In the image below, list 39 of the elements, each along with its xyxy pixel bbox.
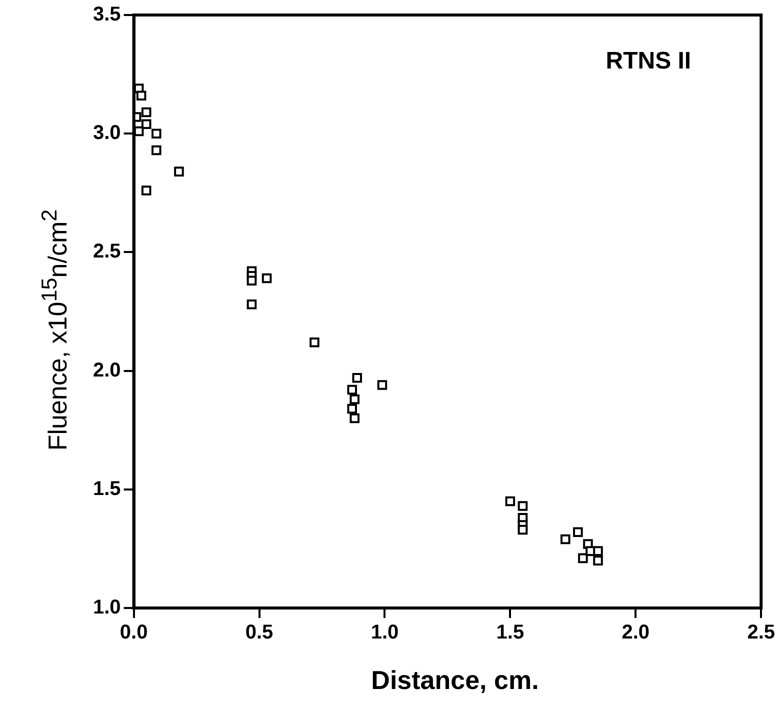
point: [350, 394, 360, 404]
point: [593, 556, 603, 566]
y-tick-label: 1.0: [92, 596, 121, 619]
x-tick-label: 1.5: [496, 622, 524, 644]
point: [174, 166, 184, 176]
x-tick-label: 2.0: [622, 622, 650, 644]
point: [350, 413, 360, 424]
y-tick-label: 3.5: [92, 4, 121, 26]
annotation: RTNS II: [606, 48, 692, 75]
point: [246, 276, 257, 286]
point: [141, 107, 152, 118]
y-tick-label: 2.0: [92, 359, 121, 382]
point: [262, 273, 272, 284]
x-axis-title: Distance, cm.: [371, 665, 539, 696]
point: [151, 145, 162, 156]
point: [141, 186, 152, 196]
point: [347, 404, 357, 414]
point: [518, 501, 528, 511]
point: [246, 299, 257, 310]
point: [573, 527, 583, 537]
point: [347, 384, 357, 395]
point: [136, 90, 146, 101]
point: [352, 373, 362, 383]
x-tick-label: 0.0: [120, 622, 148, 644]
point: [141, 119, 152, 129]
point: [310, 337, 320, 348]
point: [578, 553, 588, 564]
x-tick-label: 2.5: [747, 622, 776, 644]
point: [593, 546, 603, 556]
point: [377, 380, 388, 390]
point: [505, 496, 516, 506]
point: [518, 524, 528, 535]
point: [151, 128, 162, 138]
point: [560, 534, 570, 544]
y-tick-label: 2.5: [92, 240, 121, 263]
x-tick-label: 0.5: [245, 622, 274, 644]
y-tick-label: 1.5: [92, 478, 121, 500]
y-tick-label: 3.0: [92, 122, 121, 144]
x-tick-label: 1.0: [370, 622, 399, 644]
